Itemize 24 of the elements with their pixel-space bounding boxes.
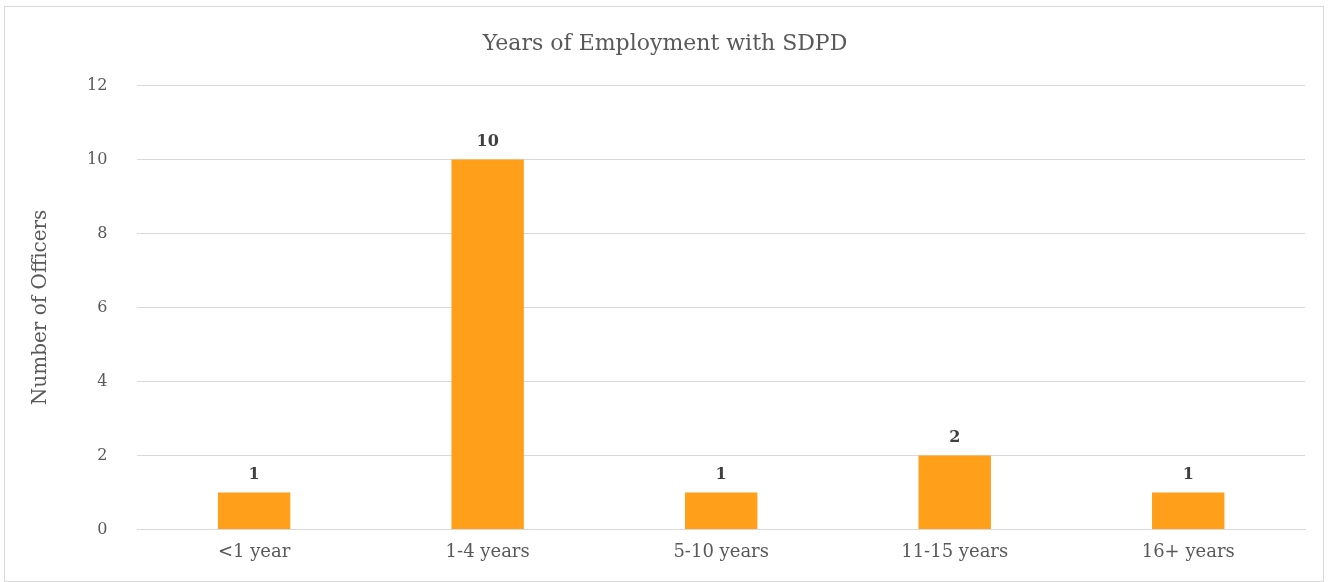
y-tick-label: 12 (87, 74, 108, 94)
data-label: 1 (1182, 463, 1194, 483)
x-tick-label: 11-15 years (901, 539, 1009, 561)
y-tick-label: 2 (97, 444, 108, 464)
data-label: 1 (715, 463, 727, 483)
chart-title: Years of Employment with SDPD (481, 29, 848, 55)
data-label: 1 (248, 463, 260, 483)
bar (1152, 492, 1225, 529)
y-tick-label: 10 (87, 148, 108, 168)
y-axis-title: Number of Officers (27, 209, 52, 406)
data-label: 2 (949, 426, 961, 446)
y-tick-label: 4 (97, 370, 108, 390)
x-tick-label: 5-10 years (673, 539, 769, 561)
y-tick-label: 0 (97, 518, 108, 538)
x-tick-label: 1-4 years (445, 539, 530, 561)
bar (217, 492, 291, 529)
y-tick-label: 8 (97, 222, 108, 242)
bar (918, 455, 991, 529)
bar (451, 159, 524, 529)
x-tick-label: <1 year (217, 539, 291, 561)
data-label: 10 (476, 130, 499, 150)
y-tick-label: 6 (97, 296, 108, 316)
x-tick-label: 16+ years (1141, 539, 1235, 561)
bar (684, 492, 758, 529)
